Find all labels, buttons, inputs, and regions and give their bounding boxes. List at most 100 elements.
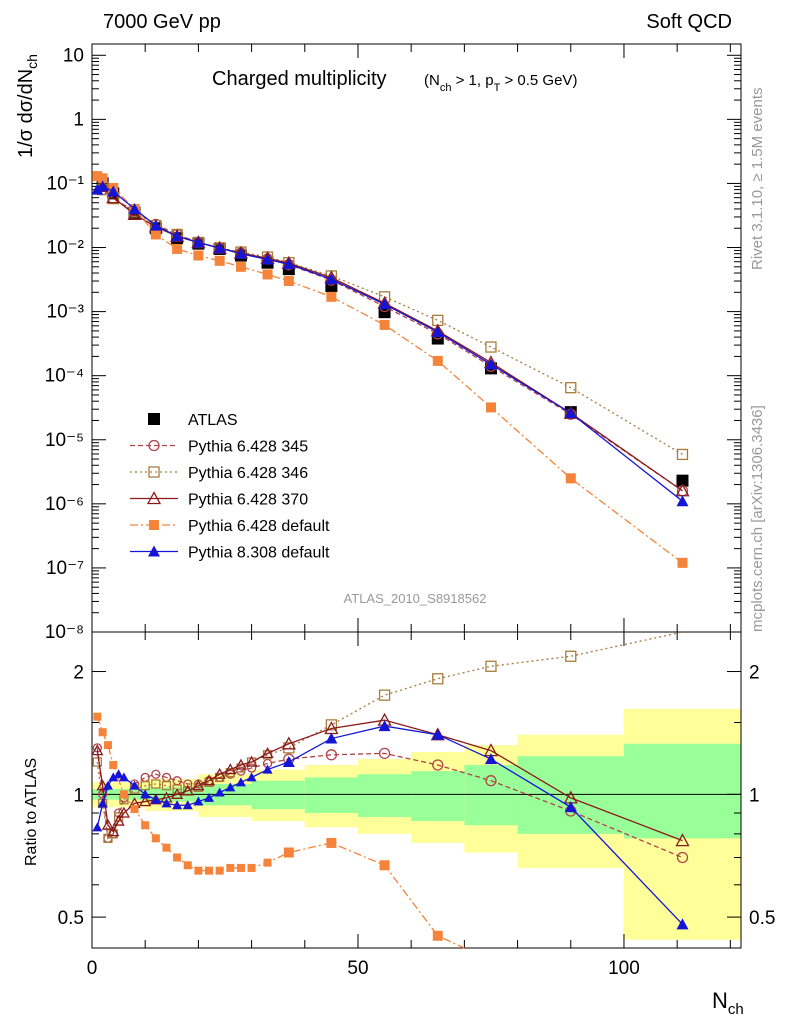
chart-title-cuts: (Nch > 1, pT > 0.5 GeV) bbox=[424, 72, 577, 94]
ratio-y-tick-label: 1 bbox=[73, 785, 84, 806]
uncertainty-band-inner bbox=[623, 743, 741, 839]
ratio-series-line bbox=[96, 747, 683, 859]
ratio-y-tick-label-right: 1 bbox=[749, 785, 760, 806]
ratio-point bbox=[226, 863, 235, 872]
ratio-point bbox=[281, 736, 296, 750]
series-main-3 bbox=[95, 179, 690, 497]
ratio-point bbox=[129, 780, 140, 790]
data-point bbox=[149, 219, 162, 231]
legend-entry: Pythia 6.428 345 bbox=[130, 439, 308, 456]
legend-entry: ATLAS bbox=[148, 412, 238, 429]
y-tick-label: 10⁻⁶ bbox=[45, 494, 84, 515]
ratio-point bbox=[93, 712, 102, 721]
ratio-point bbox=[119, 790, 128, 799]
y-tick-label: 1 bbox=[73, 109, 84, 130]
ratio-point bbox=[378, 689, 391, 701]
ratio-point bbox=[325, 749, 338, 761]
ratio-point bbox=[173, 853, 182, 862]
ratio-point bbox=[102, 780, 113, 790]
ratio-point bbox=[484, 753, 497, 765]
data-point bbox=[282, 258, 295, 270]
ratio-point bbox=[150, 794, 161, 804]
ratio-point bbox=[675, 833, 690, 847]
ratio-point bbox=[224, 763, 237, 775]
ratio-point bbox=[431, 728, 444, 740]
y-tick-label: 10⁻² bbox=[47, 238, 85, 259]
ratio-point bbox=[194, 866, 203, 875]
data-point bbox=[214, 255, 225, 266]
legend-marker bbox=[148, 466, 160, 478]
data-point bbox=[128, 202, 141, 214]
ratio-point bbox=[151, 769, 161, 779]
ratio-point bbox=[247, 863, 256, 872]
ratio-point bbox=[261, 747, 274, 759]
ratio-point bbox=[162, 843, 171, 852]
ratio-point bbox=[96, 779, 109, 791]
legend-label: Pythia 6.428 345 bbox=[188, 439, 308, 456]
ratio-point bbox=[379, 860, 390, 871]
ratio-point bbox=[92, 822, 103, 832]
uncertainty-band-inner bbox=[304, 777, 358, 813]
ratio-point bbox=[282, 756, 295, 768]
legend-entry: Pythia 8.308 default bbox=[130, 545, 330, 562]
ratio-point bbox=[182, 800, 193, 810]
data-point bbox=[676, 495, 689, 507]
ratio-plot-frame bbox=[91, 631, 742, 949]
ratio-point bbox=[213, 767, 226, 779]
ratio-point bbox=[234, 758, 248, 770]
ratio-point bbox=[246, 763, 257, 773]
legend-marker bbox=[148, 413, 160, 425]
data-point bbox=[150, 229, 161, 240]
uncertainty-band-inner bbox=[357, 774, 412, 817]
data-point bbox=[378, 298, 391, 310]
series-main-1 bbox=[96, 184, 689, 497]
ratio-point bbox=[204, 792, 215, 802]
series-line bbox=[97, 175, 683, 564]
ratio-point bbox=[325, 719, 338, 731]
ratio-point bbox=[172, 800, 183, 810]
ratio-point bbox=[92, 757, 102, 767]
data-point bbox=[192, 236, 205, 248]
ratio-point bbox=[151, 779, 161, 789]
data-point bbox=[676, 448, 689, 461]
data-point bbox=[171, 230, 184, 242]
ratio-point bbox=[263, 858, 272, 867]
rivet-version-label: Rivet 3.1.10, ≥ 1.5M events bbox=[749, 88, 766, 271]
ratio-point bbox=[161, 798, 172, 808]
y-tick-label: 10⁻⁸ bbox=[45, 622, 84, 643]
ratio-point bbox=[432, 930, 443, 941]
legend-marker bbox=[148, 545, 160, 557]
ratio-point bbox=[118, 772, 129, 782]
data-point bbox=[193, 250, 204, 261]
data-point bbox=[325, 273, 338, 285]
data-point bbox=[326, 291, 337, 302]
series-line bbox=[102, 185, 683, 492]
ratio-point bbox=[378, 720, 391, 732]
y-axis-label-ratio: Ratio to ATLAS bbox=[23, 758, 40, 866]
y-tick-label: 10⁻⁴ bbox=[45, 366, 84, 387]
y-tick-label: 10 bbox=[63, 45, 84, 66]
ratio-point bbox=[262, 764, 273, 774]
ratio-point bbox=[101, 818, 115, 830]
data-point bbox=[677, 557, 688, 568]
legend-label: Pythia 6.428 default bbox=[188, 518, 330, 535]
ratio-point bbox=[130, 805, 139, 814]
data-point bbox=[565, 382, 577, 394]
ratio-point bbox=[235, 777, 246, 787]
ratio-point bbox=[214, 787, 225, 797]
ratio-point bbox=[151, 834, 160, 843]
legend-marker bbox=[149, 520, 159, 530]
data-point bbox=[431, 326, 444, 338]
ratio-point bbox=[183, 779, 193, 789]
series-ratio-4 bbox=[92, 720, 689, 930]
legend-marker bbox=[146, 491, 162, 505]
ratio-point bbox=[172, 784, 182, 794]
ratio-point bbox=[205, 866, 214, 875]
ratio-point bbox=[109, 761, 118, 770]
series-main-5 bbox=[91, 180, 689, 507]
ratio-point bbox=[432, 759, 444, 771]
y-tick-label: 10⁻⁷ bbox=[46, 558, 84, 579]
chart-title: Charged multiplicity bbox=[212, 68, 387, 90]
ratio-point bbox=[283, 847, 294, 858]
data-point bbox=[485, 402, 496, 413]
